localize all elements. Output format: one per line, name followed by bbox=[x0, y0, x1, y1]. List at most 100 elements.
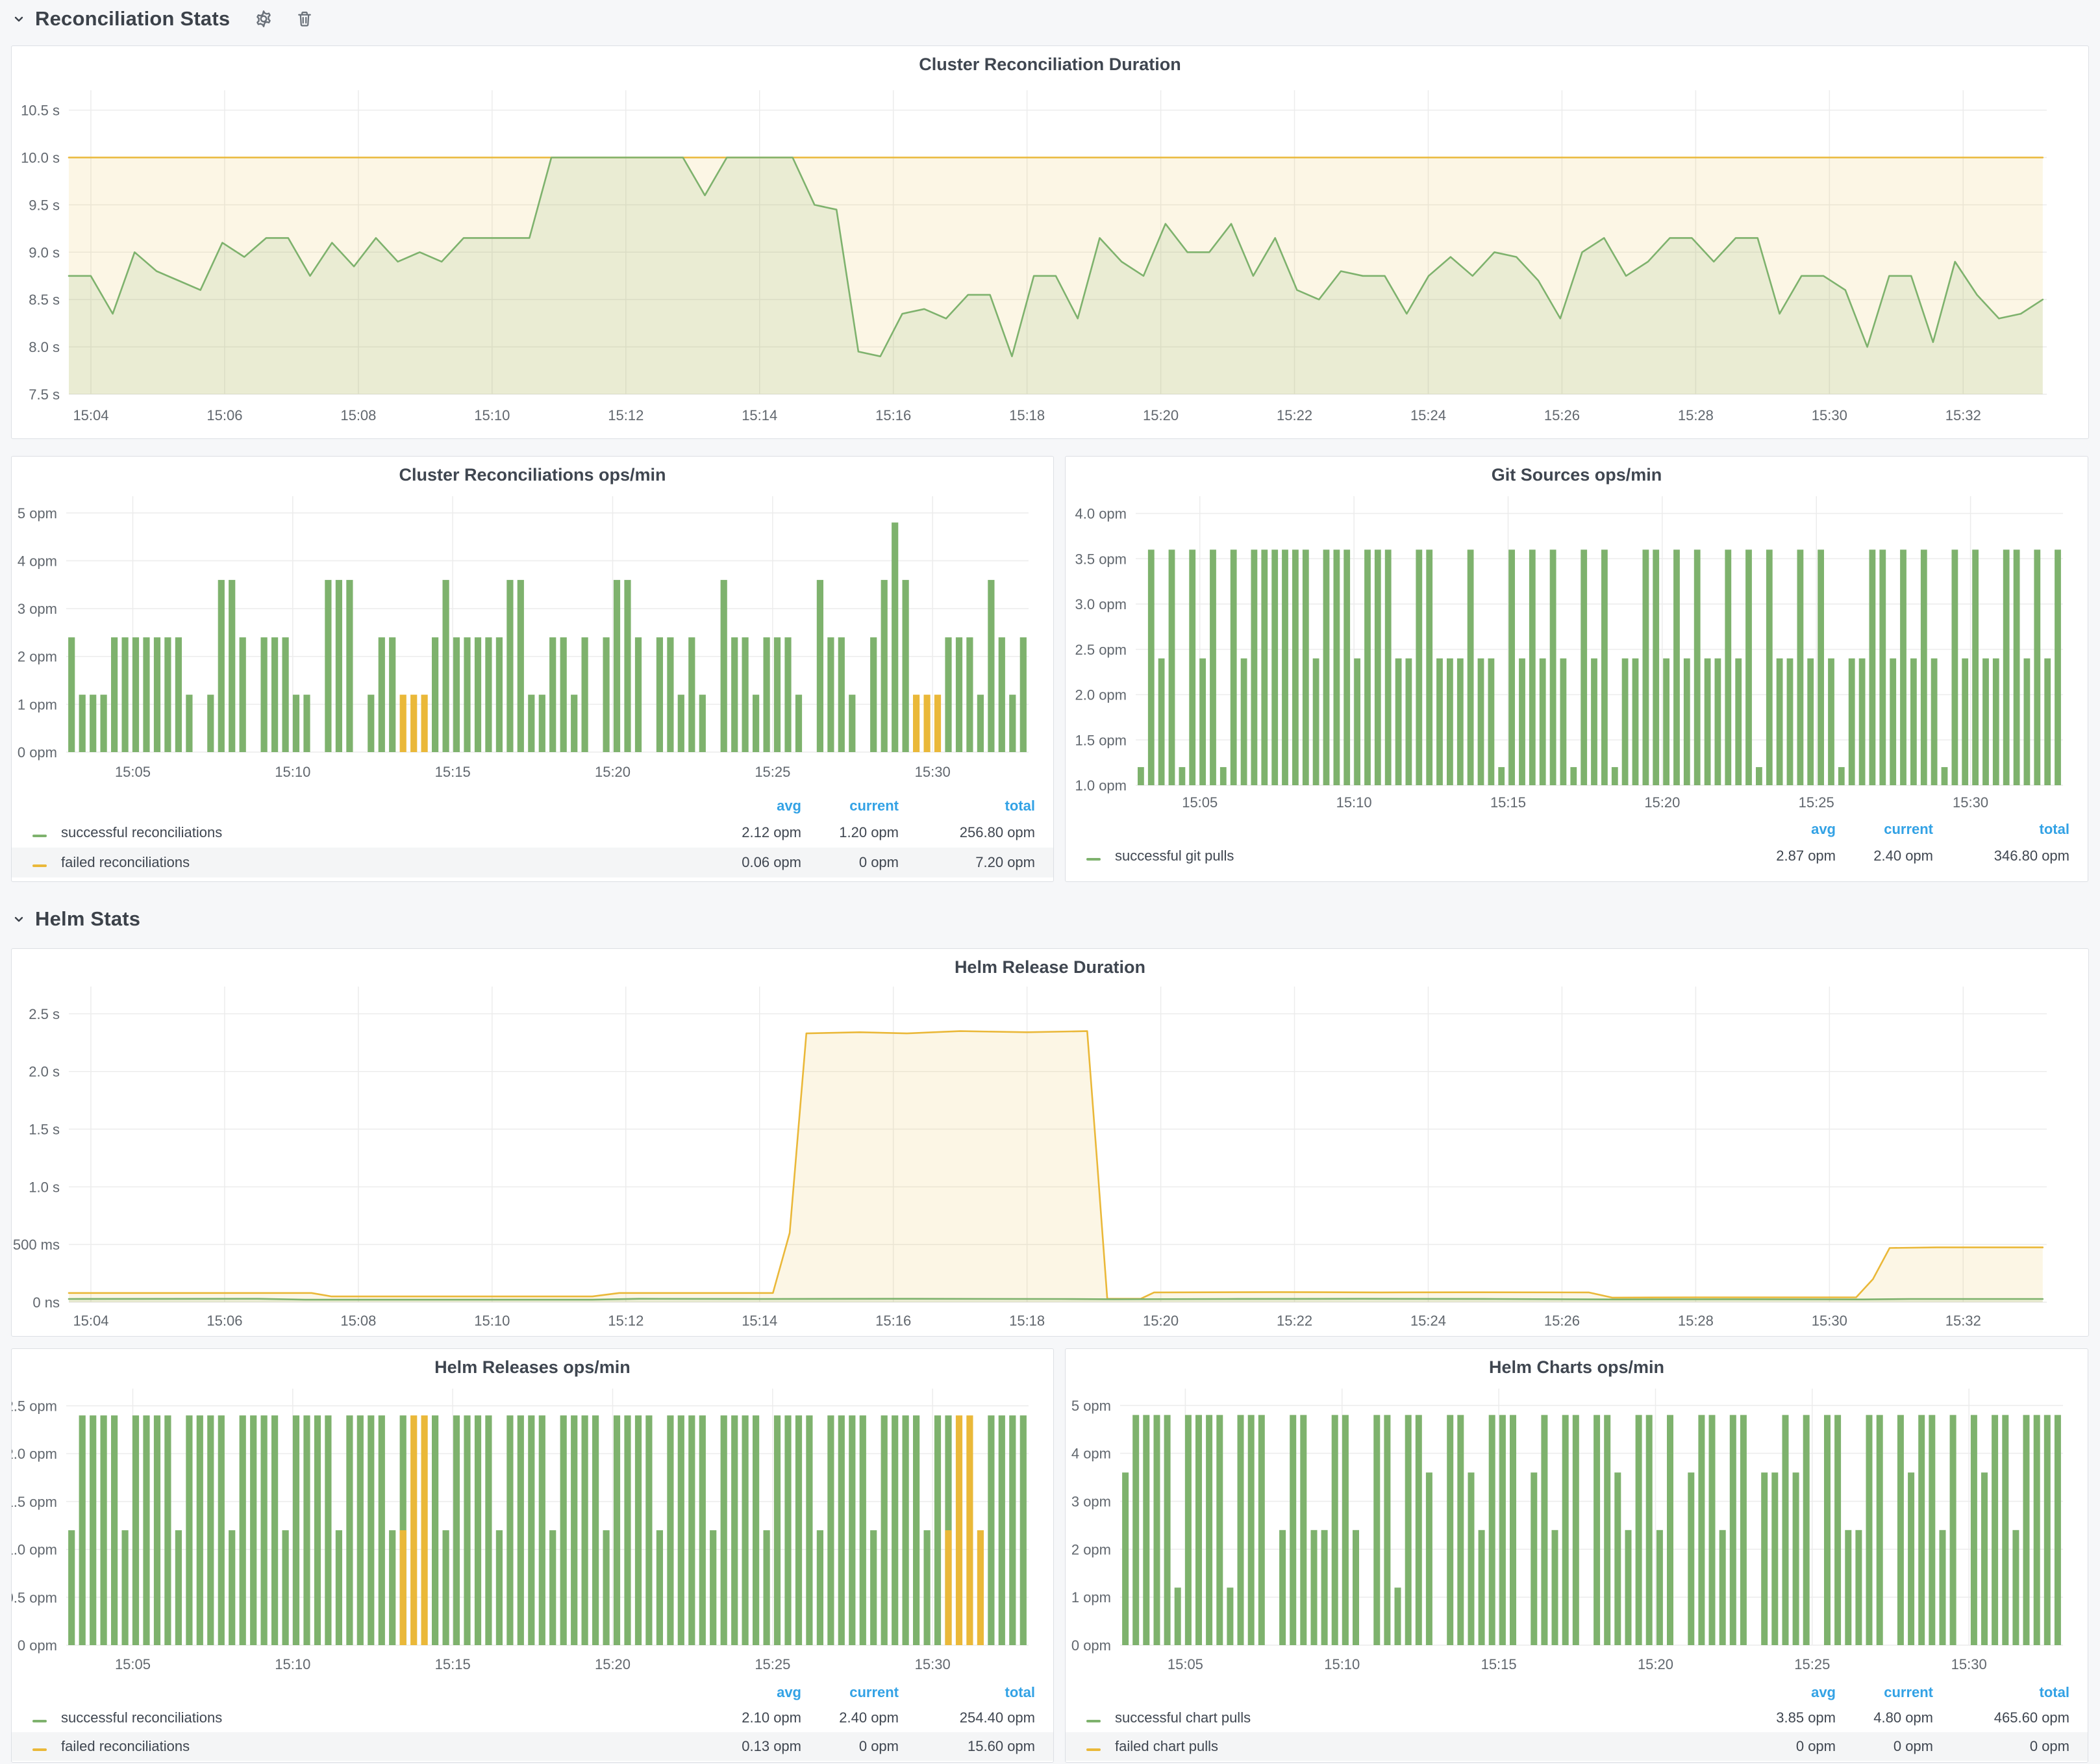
legend-col-current[interactable]: current bbox=[1836, 1684, 1933, 1701]
legend: avgcurrenttotal successful chart pulls3.8… bbox=[1066, 1679, 2088, 1761]
legend-series-label[interactable]: successful chart pulls bbox=[1115, 1709, 1712, 1726]
legend-value-current: 0 opm bbox=[801, 1738, 899, 1755]
legend-value-current: 1.20 opm bbox=[801, 824, 899, 841]
svg-text:15:15: 15:15 bbox=[435, 764, 471, 780]
svg-text:15:15: 15:15 bbox=[1481, 1656, 1517, 1672]
svg-text:1.0 opm: 1.0 opm bbox=[12, 1542, 57, 1558]
section-title-reconciliation-stats[interactable]: Reconciliation Stats bbox=[35, 7, 230, 31]
svg-text:15:18: 15:18 bbox=[1009, 1313, 1045, 1329]
chart-git-sources-opm[interactable]: 15:0515:1015:1515:2015:2515:301.0 opm1.5… bbox=[1066, 493, 2088, 813]
panel-cluster-reconciliations-opm: Cluster Reconciliations ops/min 15:05 15:… bbox=[11, 456, 1054, 882]
svg-text:2.0 s: 2.0 s bbox=[29, 1064, 60, 1080]
svg-text:15:24: 15:24 bbox=[1410, 1313, 1446, 1329]
svg-text:15:05: 15:05 bbox=[115, 764, 151, 780]
svg-text:2 opm: 2 opm bbox=[18, 649, 57, 665]
legend-series-label[interactable]: failed chart pulls bbox=[1115, 1738, 1712, 1755]
gear-icon[interactable] bbox=[253, 8, 274, 29]
section-header-helm-stats: Helm Stats bbox=[12, 904, 140, 934]
svg-text:15:28: 15:28 bbox=[1678, 407, 1714, 423]
legend-col-current[interactable]: current bbox=[801, 798, 899, 814]
legend-row: failed reconciliations0.13 opm0 opm15.60… bbox=[12, 1732, 1053, 1761]
legend-value-avg: 0 opm bbox=[1712, 1738, 1836, 1755]
svg-text:15:20: 15:20 bbox=[595, 1656, 631, 1672]
panel-title[interactable]: Cluster Reconciliation Duration bbox=[12, 46, 2088, 82]
svg-text:15:14: 15:14 bbox=[742, 407, 777, 423]
svg-text:2.5 s: 2.5 s bbox=[29, 1006, 60, 1022]
section-title-helm-stats[interactable]: Helm Stats bbox=[35, 907, 140, 931]
trash-icon[interactable] bbox=[295, 9, 314, 29]
svg-text:15:30: 15:30 bbox=[1812, 1313, 1847, 1329]
legend-value-total: 465.60 opm bbox=[1933, 1709, 2069, 1726]
svg-text:15:08: 15:08 bbox=[340, 407, 376, 423]
chevron-down-icon[interactable] bbox=[12, 12, 26, 26]
svg-text:15:10: 15:10 bbox=[474, 407, 510, 423]
svg-text:15:05: 15:05 bbox=[115, 1656, 151, 1672]
legend-series-label[interactable]: successful reconciliations bbox=[61, 1709, 678, 1726]
chart-helm-charts-opm[interactable]: 15:0515:1015:1515:2015:2515:300 opm1 opm… bbox=[1066, 1385, 2088, 1679]
svg-text:15:06: 15:06 bbox=[206, 407, 242, 423]
legend-value-current: 4.80 opm bbox=[1836, 1709, 1933, 1726]
legend-series-dash bbox=[32, 1720, 47, 1722]
svg-text:8.5 s: 8.5 s bbox=[29, 292, 60, 308]
svg-text:3 opm: 3 opm bbox=[18, 601, 57, 617]
svg-text:0 ns: 0 ns bbox=[32, 1294, 60, 1311]
legend-col-current[interactable]: current bbox=[1836, 821, 1933, 838]
legend-col-total[interactable]: total bbox=[899, 1684, 1035, 1701]
legend-col-total[interactable]: total bbox=[899, 798, 1035, 814]
chart-helm-release-duration[interactable]: 15:0415:0615:0815:1015:1215:1415:1615:18… bbox=[12, 985, 2088, 1337]
legend-col-total[interactable]: total bbox=[1933, 1684, 2069, 1701]
chart-helm-releases-opm[interactable]: 15:0515:1015:1515:2015:2515:300 opm0.5 o… bbox=[12, 1385, 1053, 1679]
legend-series-dash bbox=[32, 1748, 47, 1751]
svg-text:3.0 opm: 3.0 opm bbox=[1075, 596, 1127, 612]
legend-series-dash bbox=[32, 864, 47, 867]
legend-col-total[interactable]: total bbox=[1933, 821, 2069, 838]
svg-text:15:25: 15:25 bbox=[1794, 1656, 1830, 1672]
svg-text:15:08: 15:08 bbox=[340, 1313, 376, 1329]
panel-title[interactable]: Cluster Reconciliations ops/min bbox=[12, 457, 1053, 493]
legend-value-avg: 2.87 opm bbox=[1712, 848, 1836, 864]
svg-text:15:20: 15:20 bbox=[1644, 794, 1680, 811]
legend-series-label[interactable]: failed reconciliations bbox=[61, 854, 678, 871]
svg-text:15:22: 15:22 bbox=[1277, 1313, 1312, 1329]
svg-text:0 opm: 0 opm bbox=[1071, 1637, 1111, 1654]
panel-title[interactable]: Helm Releases ops/min bbox=[12, 1349, 1053, 1385]
chevron-down-icon[interactable] bbox=[12, 912, 26, 926]
svg-text:10.5 s: 10.5 s bbox=[21, 103, 60, 119]
legend: avgcurrenttotal successful reconciliation… bbox=[12, 1679, 1053, 1761]
legend-col-avg[interactable]: avg bbox=[1712, 1684, 1836, 1701]
panel-title[interactable]: Helm Charts ops/min bbox=[1066, 1349, 2088, 1385]
panel-title[interactable]: Helm Release Duration bbox=[12, 949, 2088, 985]
legend-col-avg[interactable]: avg bbox=[1712, 821, 1836, 838]
legend-col-avg[interactable]: avg bbox=[678, 1684, 801, 1701]
legend-series-label[interactable]: successful git pulls bbox=[1115, 848, 1712, 864]
svg-text:15:30: 15:30 bbox=[915, 1656, 951, 1672]
legend-series-dash bbox=[1086, 1720, 1101, 1722]
svg-text:2.5 opm: 2.5 opm bbox=[1075, 642, 1127, 658]
legend-col-current[interactable]: current bbox=[801, 1684, 899, 1701]
chart-cluster-reconciliation-duration[interactable]: 15:0415:0615:0815:1015:1215:1415:1615:18… bbox=[12, 82, 2088, 437]
legend-series-label[interactable]: failed reconciliations bbox=[61, 1738, 678, 1755]
section-header-reconciliation-stats: Reconciliation Stats bbox=[12, 4, 314, 34]
svg-text:4.0 opm: 4.0 opm bbox=[1075, 506, 1127, 522]
legend-series-label[interactable]: successful reconciliations bbox=[61, 824, 678, 841]
legend-value-total: 7.20 opm bbox=[899, 854, 1035, 871]
legend-col-avg[interactable]: avg bbox=[678, 798, 801, 814]
panel-title[interactable]: Git Sources ops/min bbox=[1066, 457, 2088, 493]
legend-value-current: 0 opm bbox=[801, 854, 899, 871]
svg-text:15:12: 15:12 bbox=[608, 1313, 644, 1329]
legend-value-total: 0 opm bbox=[1933, 1738, 2069, 1755]
legend-value-avg: 2.12 opm bbox=[678, 824, 801, 841]
chart-cluster-reconciliations-opm[interactable]: 15:0515:1015:1515:2015:2515:300 opm1 opm… bbox=[12, 493, 1053, 787]
legend-series-dash bbox=[32, 835, 47, 837]
svg-text:15:10: 15:10 bbox=[275, 764, 310, 780]
svg-text:15:25: 15:25 bbox=[755, 764, 790, 780]
legend-row: successful reconciliations2.12 opm1.20 o… bbox=[12, 818, 1053, 848]
svg-text:1.5 opm: 1.5 opm bbox=[1075, 732, 1127, 748]
legend-row: successful chart pulls3.85 opm4.80 opm46… bbox=[1066, 1704, 2088, 1732]
panel-helm-charts-opm: Helm Charts ops/min 15:0515:1015:1515:20… bbox=[1065, 1348, 2088, 1763]
svg-text:3 opm: 3 opm bbox=[1071, 1494, 1111, 1510]
svg-text:9.0 s: 9.0 s bbox=[29, 244, 60, 260]
svg-text:1 opm: 1 opm bbox=[1071, 1589, 1111, 1606]
svg-text:15:20: 15:20 bbox=[1638, 1656, 1673, 1672]
svg-text:15:26: 15:26 bbox=[1544, 1313, 1580, 1329]
